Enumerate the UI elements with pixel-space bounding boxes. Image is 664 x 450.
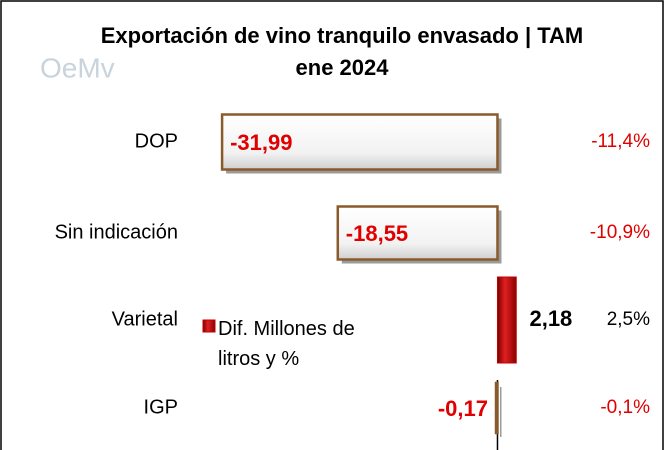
value-label: 2,18 [529, 306, 572, 331]
bar [494, 381, 499, 435]
pct-label: -11,4% [591, 131, 650, 152]
bar-shadow [500, 387, 502, 437]
chart-title: Exportación de vino tranquilo envasado |… [100, 23, 584, 80]
y-tick-label: DOP [135, 130, 178, 152]
value-label: -31,99 [230, 130, 292, 155]
y-tick-label: IGP [144, 396, 178, 418]
logo: OeMv [40, 52, 115, 83]
value-label: -0,17 [438, 396, 488, 421]
y-tick-label: Sin indicación [55, 221, 178, 243]
y-tick-label: Varietal [112, 308, 178, 330]
bar [220, 113, 499, 171]
legend-swatch [202, 319, 216, 333]
bar [336, 205, 499, 261]
pct-label: -10,9% [590, 222, 650, 243]
bar [496, 276, 517, 364]
pct-label: -0,1% [600, 397, 650, 418]
value-label: -18,55 [346, 221, 408, 246]
pct-label: 2,5% [607, 309, 650, 330]
legend-label: Dif. Millones de litros y % [218, 318, 355, 370]
